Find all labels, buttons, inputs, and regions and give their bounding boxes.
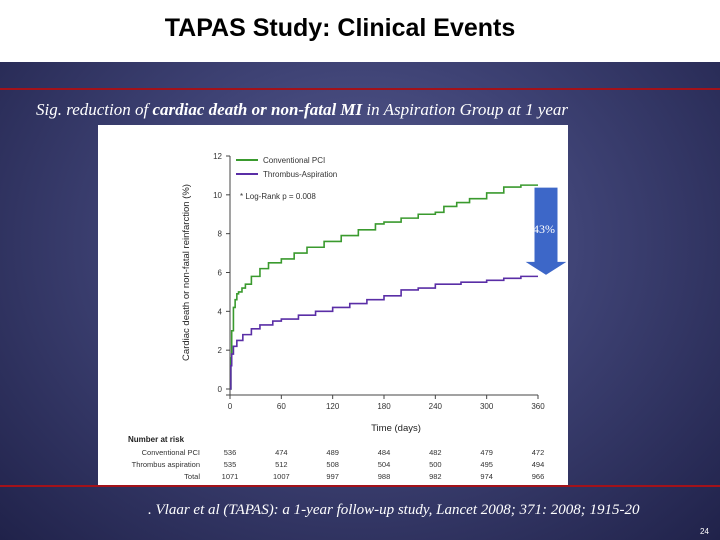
- y-tick-label: 10: [213, 191, 222, 200]
- risk-cell: 489: [326, 448, 339, 457]
- y-axis-title: Cardiac death or non-fatal reinfarction …: [181, 184, 192, 361]
- risk-row-label: Thrombus aspiration: [132, 460, 200, 469]
- reduction-label: -43%: [529, 222, 555, 236]
- bottom-divider: [0, 485, 720, 487]
- risk-cell: 504: [378, 460, 391, 469]
- y-tick-label: 0: [218, 385, 223, 394]
- x-tick-label: 0: [228, 402, 233, 411]
- legend-label-aspiration: Thrombus-Aspiration: [263, 170, 337, 179]
- risk-cell: 479: [480, 448, 493, 457]
- risk-cell: 982: [429, 472, 442, 481]
- subtitle-prefix: Sig. reduction of: [36, 100, 153, 119]
- y-tick-label: 4: [218, 307, 223, 316]
- risk-cell: 966: [532, 472, 545, 481]
- subtitle-emphasis: cardiac death or non-fatal MI: [152, 100, 363, 119]
- risk-cell: 494: [532, 460, 545, 469]
- page-number: 24: [700, 527, 709, 536]
- risk-table-title: Number at risk: [128, 435, 185, 444]
- x-tick-label: 180: [377, 402, 391, 411]
- risk-row-label: Conventional PCI: [142, 448, 200, 457]
- risk-cell: 500: [429, 460, 442, 469]
- title-bar: [0, 0, 720, 62]
- risk-cell: 974: [480, 472, 493, 481]
- legend-label-conventional: Conventional PCI: [263, 156, 325, 165]
- top-divider: [0, 88, 720, 90]
- slide-title: TAPAS Study: Clinical Events: [164, 14, 516, 42]
- y-tick-label: 8: [218, 230, 223, 239]
- citation-footer: . Vlaar et al (TAPAS): a 1-year follow-u…: [148, 502, 640, 518]
- risk-cell: 484: [378, 448, 391, 457]
- y-tick-label: 12: [213, 152, 222, 161]
- y-tick-label: 2: [218, 346, 223, 355]
- risk-cell: 1071: [222, 472, 239, 481]
- risk-cell: 1007: [273, 472, 290, 481]
- x-tick-label: 360: [531, 402, 545, 411]
- risk-cell: 508: [326, 460, 339, 469]
- risk-cell: 472: [532, 448, 545, 457]
- x-axis-title: Time (days): [371, 423, 421, 434]
- risk-cell: 512: [275, 460, 288, 469]
- y-tick-label: 6: [218, 269, 223, 278]
- reduction-arrow: [522, 186, 568, 276]
- risk-cell: 474: [275, 448, 288, 457]
- log-rank-annotation: * Log-Rank p = 0.008: [240, 192, 316, 201]
- risk-cell: 495: [480, 460, 493, 469]
- x-tick-label: 300: [480, 402, 494, 411]
- series-line-conventional: [230, 184, 538, 390]
- chart-panel: [98, 125, 568, 485]
- x-tick-label: 60: [277, 402, 286, 411]
- risk-cell: 997: [326, 472, 339, 481]
- x-tick-label: 240: [429, 402, 443, 411]
- subtitle-suffix: in Aspiration Group at 1 year: [362, 100, 569, 119]
- risk-cell: 535: [224, 460, 237, 469]
- risk-cell: 482: [429, 448, 442, 457]
- x-tick-label: 120: [326, 402, 340, 411]
- slide-subtitle: Sig. reduction of cardiac death or non-f…: [36, 100, 568, 120]
- risk-cell: 536: [224, 448, 237, 457]
- risk-row-label: Total: [184, 472, 200, 481]
- series-line-aspiration: [230, 275, 538, 390]
- risk-cell: 988: [378, 472, 391, 481]
